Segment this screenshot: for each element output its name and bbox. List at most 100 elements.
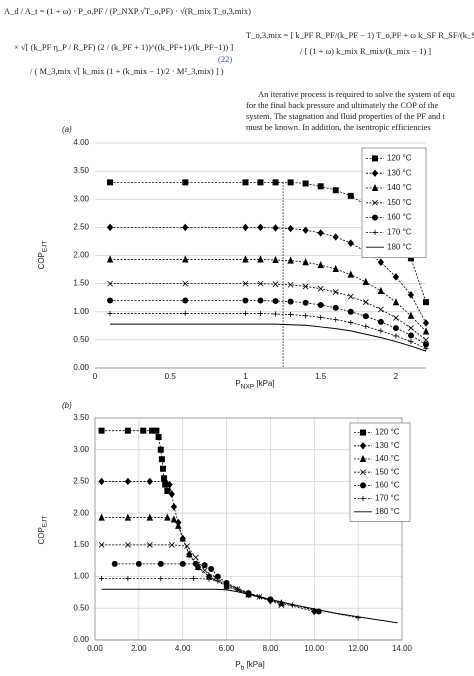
- marker: [168, 490, 175, 498]
- marker: [333, 317, 339, 323]
- marker: [355, 615, 361, 621]
- marker: [362, 277, 370, 285]
- legend-label: 160 °C: [387, 213, 412, 222]
- marker: [287, 224, 294, 233]
- marker: [192, 554, 199, 561]
- marker: [159, 465, 166, 472]
- marker: [392, 325, 399, 332]
- marker: [378, 328, 384, 334]
- legend-label: 140 °C: [375, 454, 400, 463]
- y-tick-label: 3.50: [73, 166, 89, 175]
- marker: [186, 550, 193, 558]
- equation: A_d / A_t = (1 + ω) · P_o,PF / (P_NXP √T…: [4, 6, 251, 16]
- marker: [194, 562, 202, 571]
- marker: [242, 297, 249, 304]
- marker: [359, 429, 366, 436]
- marker: [191, 575, 197, 582]
- series-line: [101, 481, 315, 612]
- marker: [287, 281, 294, 288]
- marker: [347, 308, 354, 315]
- y-tick-label: 3.50: [73, 413, 89, 422]
- marker: [158, 575, 164, 582]
- legend-label: 130 °C: [387, 168, 412, 177]
- marker: [106, 255, 114, 263]
- legend-label: 180 °C: [375, 507, 400, 516]
- marker: [347, 293, 354, 300]
- equation: / [ (1 + ω) k_mix R_mix/(k_mix − 1) ]: [300, 46, 431, 56]
- marker: [242, 310, 249, 317]
- axis-title-base: P: [235, 660, 240, 669]
- y-tick-label: 0.50: [73, 603, 89, 612]
- marker: [287, 298, 294, 305]
- x-tick-label: 2: [394, 372, 399, 381]
- x-tick-label: 12.00: [348, 644, 369, 653]
- marker: [182, 280, 189, 287]
- legend-box: [361, 147, 427, 258]
- axis-title-sub: EJT: [41, 516, 48, 528]
- marker: [182, 255, 189, 263]
- marker: [278, 602, 285, 608]
- marker: [317, 229, 324, 237]
- y-tick-label: 0.50: [73, 335, 89, 344]
- marker: [332, 187, 339, 194]
- equation: / ( M_3,mix √[ k_mix (1 + (k_mix − 1)/2 …: [30, 66, 224, 76]
- y-tick-label: 1.00: [73, 307, 89, 316]
- marker: [272, 281, 279, 288]
- marker: [192, 560, 199, 567]
- marker: [317, 260, 324, 269]
- axis-title-rest: [kPa]: [244, 660, 264, 669]
- marker: [372, 199, 378, 206]
- y-tick-label: 3.00: [73, 445, 89, 454]
- legend-label: 180 °C: [387, 242, 412, 251]
- equation-number: (22): [218, 54, 232, 64]
- marker: [347, 192, 354, 199]
- axis-title-sub: b: [241, 664, 245, 671]
- axis-title: Pb [kPa]: [235, 660, 264, 671]
- marker: [257, 223, 264, 232]
- x-tick-label: 0.5: [165, 372, 177, 381]
- marker: [347, 239, 354, 247]
- x-tick-label: 8.00: [263, 644, 279, 653]
- paragraph-line: system. The stagnation and fluid propert…: [246, 111, 445, 121]
- marker: [179, 560, 186, 567]
- axis-title: COPEJT: [37, 516, 48, 545]
- x-tick-label: 14.00: [392, 644, 413, 653]
- marker: [359, 454, 367, 462]
- marker: [257, 310, 264, 317]
- marker: [182, 310, 188, 317]
- marker: [302, 258, 309, 266]
- series-line: [114, 563, 319, 612]
- marker: [164, 487, 171, 494]
- x-tick-label: 1: [243, 372, 248, 381]
- marker: [359, 442, 367, 450]
- marker: [422, 327, 430, 335]
- axis-title: PNXP [kPa]: [235, 379, 274, 390]
- marker: [278, 599, 285, 607]
- marker: [242, 223, 249, 232]
- marker: [347, 270, 354, 278]
- marker: [201, 567, 208, 574]
- marker: [158, 456, 165, 463]
- panel-label: (b): [62, 401, 72, 410]
- marker: [360, 469, 366, 476]
- marker: [302, 283, 309, 290]
- marker: [153, 427, 160, 434]
- marker: [242, 280, 249, 287]
- marker: [182, 297, 189, 304]
- marker: [107, 179, 114, 186]
- marker: [214, 573, 221, 580]
- legend-label: 150 °C: [387, 198, 412, 207]
- y-tick-label: 1.50: [73, 279, 89, 288]
- marker: [223, 581, 230, 587]
- equation: T_o,3,mix = [ k_PF R_PF/(k_PF − 1) T_o,P…: [246, 30, 474, 40]
- legend-label: 170 °C: [387, 228, 412, 237]
- marker: [332, 233, 339, 241]
- paragraph-line: must be known. In addition, the isentrop…: [246, 122, 431, 132]
- y-tick-label: 0.00: [73, 363, 89, 372]
- marker: [407, 332, 414, 339]
- x-tick-label: 2.00: [131, 644, 147, 653]
- y-tick-label: 1.50: [73, 540, 89, 549]
- marker: [164, 513, 171, 521]
